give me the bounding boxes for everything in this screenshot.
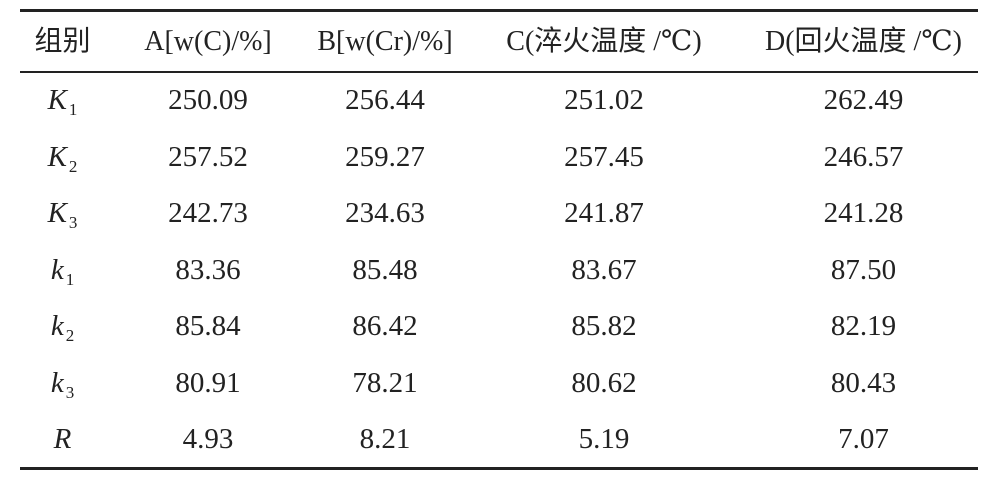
row-subscript: 2 [68, 156, 78, 176]
row-subscript: 1 [68, 100, 78, 119]
data-cell: 85.48 [352, 253, 418, 286]
data-cell: 87.50 [830, 253, 897, 286]
data-cell: 78.21 [352, 366, 418, 399]
row-subscript: 3 [68, 213, 78, 232]
row-symbol: K [47, 197, 67, 229]
data-cell: 5.19 [578, 423, 630, 455]
row-symbol: K [47, 84, 67, 116]
data-cell: 80.91 [175, 366, 241, 399]
data-cell: 4.93 [182, 423, 234, 455]
row-subscript: 2 [65, 326, 75, 345]
row-subscript: 1 [65, 269, 75, 289]
data-cell: 8.21 [359, 423, 411, 455]
row-subscript: 3 [65, 382, 75, 402]
data-cell: 7.07 [838, 423, 889, 455]
data-cell: 82.19 [830, 310, 897, 342]
header-cell: 组别 [34, 26, 91, 57]
header-cell: B[w(Cr)/%] [317, 26, 453, 57]
data-cell: 80.62 [571, 366, 637, 399]
data-cell: 83.67 [571, 253, 637, 286]
data-cell: 246.57 [823, 140, 904, 173]
data-cell: 83.36 [175, 253, 241, 286]
data-cell: 242.73 [168, 197, 248, 229]
row-symbol: R [53, 423, 72, 455]
data-cell: 241.28 [823, 197, 904, 229]
data-cell: 257.45 [564, 140, 644, 173]
data-cell: 241.87 [564, 197, 644, 229]
row-symbol: K [47, 140, 67, 173]
data-cell: 85.82 [571, 310, 637, 342]
data-cell: 259.27 [345, 140, 425, 173]
header-cell: D(回火温度 /℃) [765, 26, 962, 57]
data-cell: 251.02 [564, 84, 644, 116]
header-cell: C(淬火温度 /℃) [506, 26, 702, 57]
data-cell: 250.09 [168, 84, 248, 116]
row-symbol: k [50, 253, 64, 286]
header-cell: A[w(C)/%] [144, 26, 272, 57]
bottom-rule [20, 467, 978, 470]
top-rule [20, 9, 978, 12]
data-cell: 85.84 [175, 310, 241, 342]
data-cell: 234.63 [345, 197, 425, 229]
data-cell: 86.42 [352, 310, 418, 342]
header-rule [20, 71, 978, 73]
data-cell: 262.49 [823, 84, 904, 116]
data-cell: 257.52 [168, 140, 248, 173]
data-cell: 80.43 [830, 366, 897, 399]
row-symbol: k [50, 310, 64, 342]
row-label: R [20, 411, 105, 467]
data-cell: 256.44 [345, 84, 425, 116]
row-symbol: k [50, 366, 64, 399]
